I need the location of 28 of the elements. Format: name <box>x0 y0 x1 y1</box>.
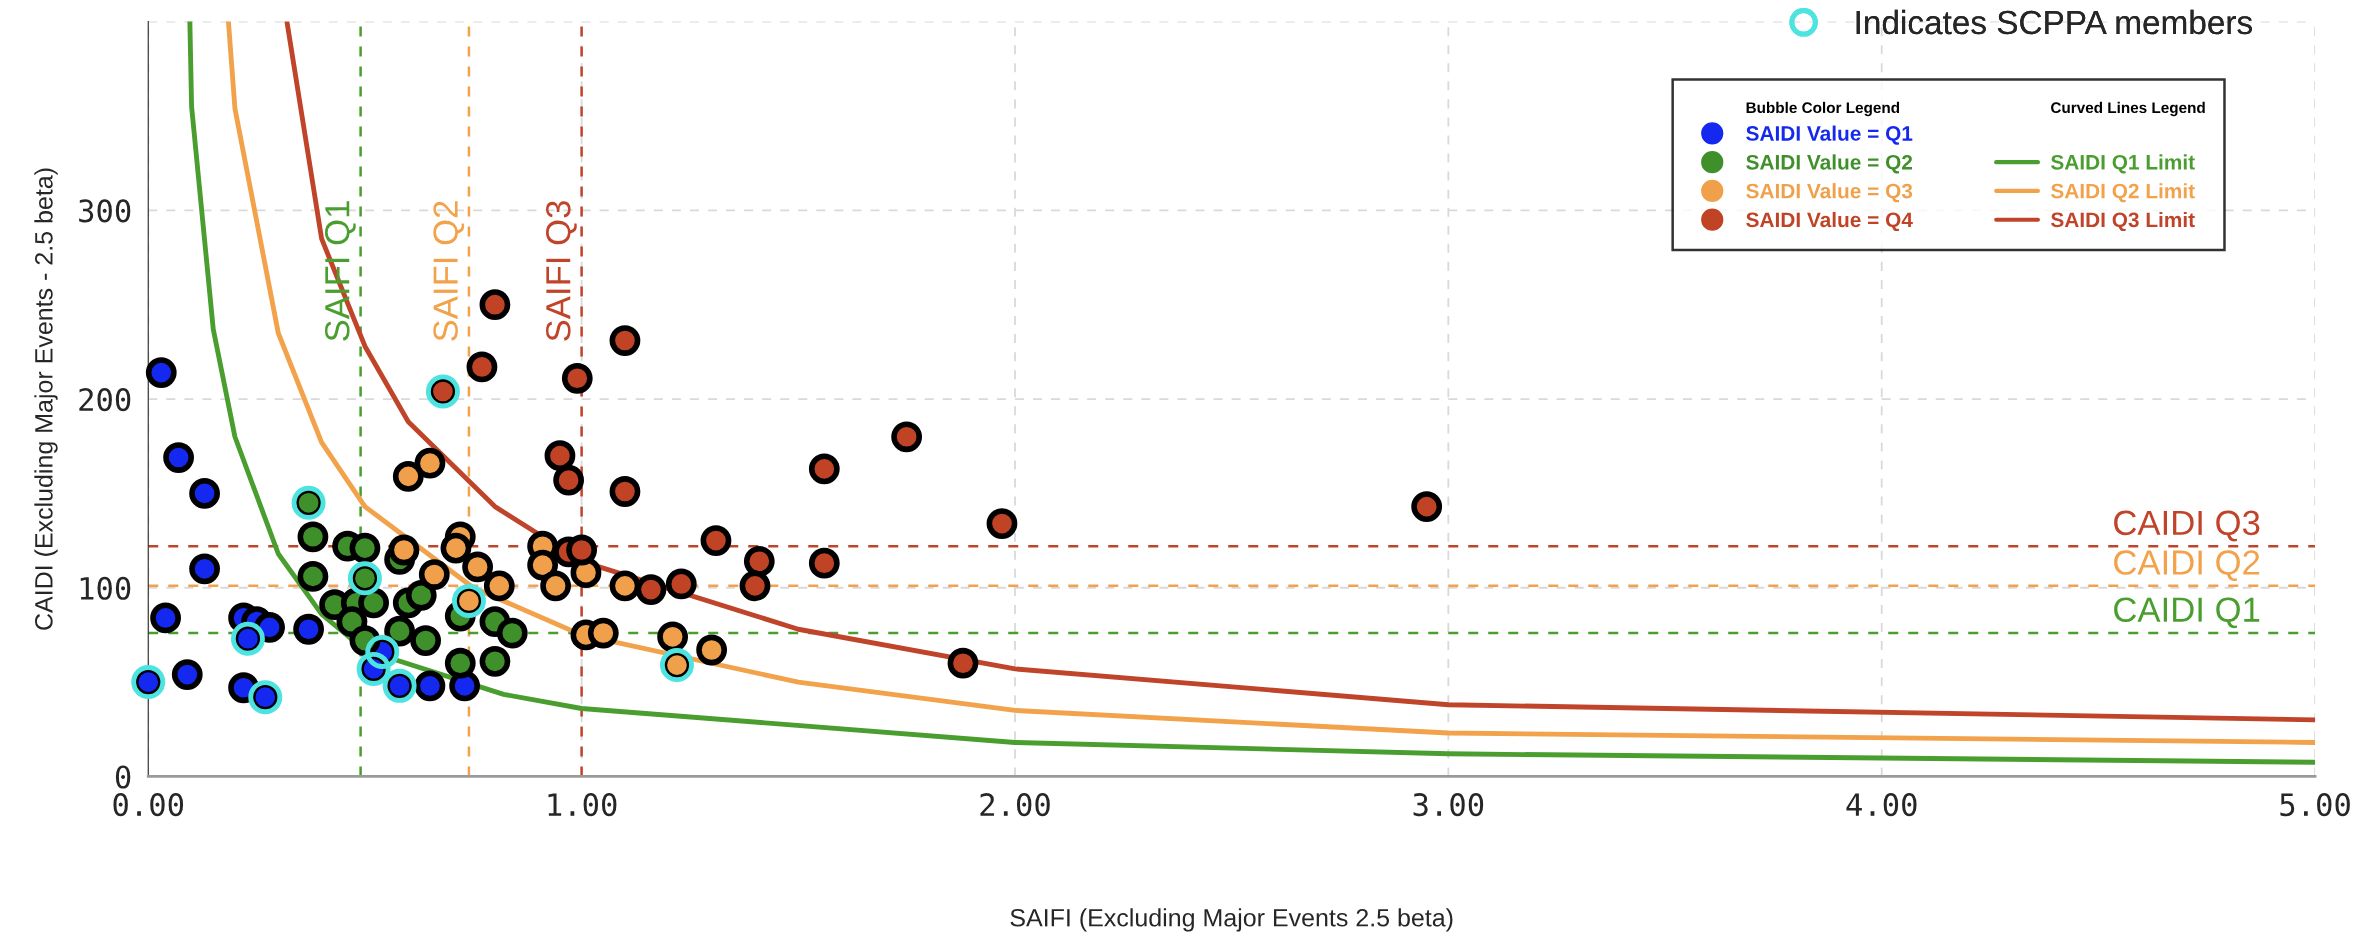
legend-label: SAIDI Value = Q3 <box>1746 183 1913 203</box>
x-tick-label: 4.00 <box>1846 793 1917 817</box>
legend-label: Indicates SCPPA members <box>1856 9 2252 35</box>
text: Bubble Color Legend <box>1746 101 1900 117</box>
x-tick-label: 3.00 <box>1413 793 1484 817</box>
legend-label: SAIDI Value = Q2 <box>1746 154 1913 174</box>
x-tick-label: 1.00 <box>548 793 617 817</box>
x-tick-label: 0.00 <box>113 793 184 817</box>
ref-line-label: CAIDI Q3 <box>2114 510 2260 542</box>
ref-line-label: SAIFI Q1 <box>324 201 356 341</box>
x-axis-title: SAIFI (Excluding Major Events 2.5 beta) <box>1010 908 1453 932</box>
legend-label: SAIDI Value = Q1 <box>1746 125 1913 145</box>
x-tick-label: 2.00 <box>980 793 1050 817</box>
ref-line-label: SAIFI Q2 <box>433 201 465 341</box>
text: Curved Lines Legend <box>2051 101 2205 117</box>
x-tick-label: 5.00 <box>2280 793 2350 817</box>
legend-label: SAIDI Q2 Limit <box>2050 183 2195 203</box>
y-axis-title: CAIDI (Excluding Major Events - 2.5 beta) <box>34 168 58 630</box>
y-tick-label: 200 <box>79 388 131 412</box>
legend-label: SAIDI Q3 Limit <box>2050 211 2195 232</box>
legend-label: SAIDI Value = Q4 <box>1746 211 1913 232</box>
y-tick-label: 300 <box>79 199 131 223</box>
y-tick-label: 0 <box>115 765 131 789</box>
ref-line-label: CAIDI Q2 <box>2114 550 2260 582</box>
ref-line-label: SAIFI Q3 <box>546 201 577 341</box>
y-tick-label: 100 <box>80 576 131 600</box>
ref-line-label: CAIDI Q1 <box>2114 597 2260 629</box>
legend-label: SAIDI Q1 Limit <box>2050 154 2195 174</box>
